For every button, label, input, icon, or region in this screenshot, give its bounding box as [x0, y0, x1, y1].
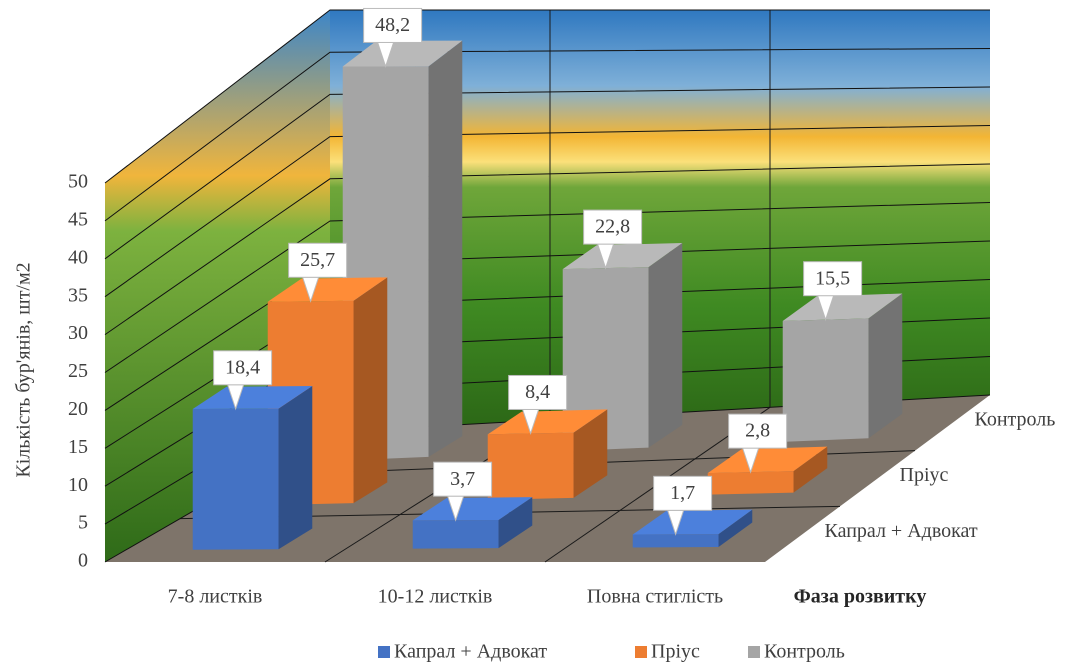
bar [412, 497, 533, 549]
callout-box [213, 350, 273, 386]
bar-side [648, 242, 683, 448]
x-axis-title: Фаза розвитку [794, 586, 927, 608]
data-label: 25,7 [300, 249, 335, 271]
callout-box [728, 413, 788, 449]
bar-top [267, 277, 388, 302]
grid-line [104, 9, 990, 184]
y-tick-label: 20 [68, 398, 88, 420]
y-tick-label: 50 [68, 171, 88, 193]
bar-side [278, 385, 313, 550]
bar [782, 293, 903, 442]
callout-box [583, 209, 643, 245]
bar-top [782, 293, 903, 321]
legend-label: Капрал + Адвокат [394, 641, 547, 663]
legend-label: Контроль [764, 641, 845, 663]
bar-front [782, 318, 869, 442]
bar-top [562, 242, 683, 270]
bar-top [707, 446, 828, 474]
data-label: 18,4 [225, 356, 260, 378]
callout-box [508, 374, 568, 410]
data-label: 8,4 [525, 381, 550, 403]
legend-swatch [378, 646, 390, 658]
grid-line [104, 202, 991, 373]
bar-side [428, 40, 463, 457]
bar-front [487, 432, 574, 500]
data-label: 1,7 [670, 482, 695, 504]
grid-line [104, 86, 991, 260]
bar [192, 385, 313, 550]
grid-line [104, 48, 991, 222]
bar-side [498, 497, 533, 549]
x-tick-label: Повна стиглість [587, 586, 723, 608]
legend-swatch [748, 646, 760, 658]
bar-top [412, 497, 533, 521]
y-tick-label: 45 [68, 208, 88, 230]
bar-top [487, 409, 608, 435]
bar-front [412, 519, 499, 549]
bar-front [562, 267, 649, 452]
callout-box [288, 242, 348, 278]
grid-line [104, 163, 991, 336]
data-label: 2,8 [745, 420, 770, 442]
bar [707, 446, 828, 495]
x-tick-label: 10-12 листків [378, 586, 493, 608]
bar [632, 509, 753, 548]
bar [562, 242, 683, 452]
x-tick-label: 7-8 листків [168, 586, 263, 608]
bars: 48,2 22,8 15,5 25,7 8,4 2,8 18,4 3,7 1,7 [192, 7, 903, 550]
bar-side [793, 446, 828, 493]
legend-label: Пріус [651, 641, 700, 663]
y-tick-label: 40 [68, 246, 88, 268]
data-label: 15,5 [815, 267, 850, 289]
bar-side [718, 509, 753, 548]
y-tick-label: 10 [68, 474, 88, 496]
legend-swatch [635, 646, 647, 658]
data-label: 48,2 [375, 14, 410, 36]
y-tick-label: 25 [68, 360, 88, 382]
y-tick-label: 30 [68, 322, 88, 344]
data-label: 3,7 [450, 468, 475, 490]
y-tick-label: 15 [68, 436, 88, 458]
y-axis-title: Кількість бур'янів, шт/м2 [13, 262, 35, 477]
bar-top [632, 509, 753, 535]
bar-front [707, 471, 794, 495]
callout-box [803, 261, 863, 297]
depth-label: Контроль [975, 408, 1056, 430]
bar-top [342, 40, 463, 67]
grid-line [104, 125, 991, 298]
depth-label: Капрал + Адвокат [825, 520, 978, 542]
data-label: 22,8 [595, 216, 630, 238]
callout-box [653, 475, 713, 511]
bar-top [192, 385, 313, 409]
bar-front [192, 408, 279, 550]
callout-box [433, 461, 493, 497]
bar-side [353, 277, 388, 504]
y-tick-label: 35 [68, 284, 88, 306]
bar-front [632, 534, 719, 548]
bar-side [573, 409, 608, 498]
bar [487, 409, 608, 500]
y-tick-label: 0 [78, 550, 88, 572]
callout-box [363, 7, 423, 43]
bar-side [868, 293, 903, 439]
depth-label: Пріус [900, 464, 949, 486]
y-tick-label: 5 [78, 512, 88, 534]
